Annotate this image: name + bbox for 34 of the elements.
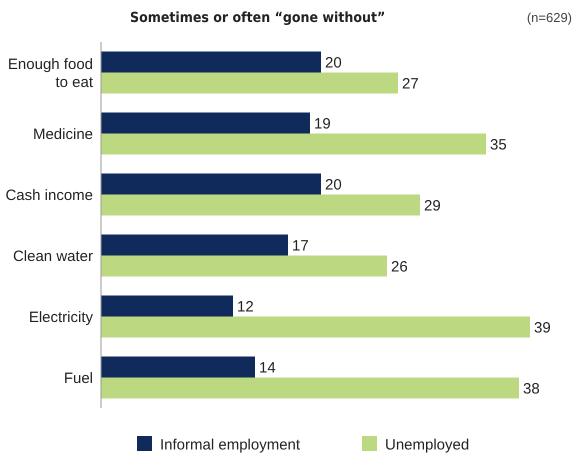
- data-label: 20: [325, 54, 342, 72]
- y-tick-label: Fuel: [64, 370, 93, 387]
- data-label: 14: [259, 359, 276, 376]
- data-label: 26: [391, 258, 408, 276]
- data-label: 19: [314, 115, 331, 132]
- bar: [101, 194, 420, 216]
- bar: [101, 356, 255, 378]
- bar: [101, 316, 530, 338]
- bar: [101, 112, 310, 134]
- y-tick-label: Medicine: [32, 126, 93, 143]
- data-label: 38: [523, 380, 540, 398]
- bar: [101, 234, 288, 256]
- bar: [101, 134, 486, 154]
- bar: [101, 72, 398, 94]
- bar: [101, 174, 321, 194]
- bar: [101, 378, 519, 398]
- bar: [101, 296, 233, 316]
- data-label: 27: [402, 75, 419, 92]
- data-label: 39: [534, 319, 551, 336]
- y-tick-label: Clean water: [12, 248, 93, 265]
- text: (n=629): [526, 10, 572, 25]
- data-label: 35: [490, 136, 507, 154]
- data-label: 20: [325, 176, 342, 194]
- data-label: 29: [424, 197, 441, 214]
- legend-label: Informal employment: [160, 436, 301, 454]
- y-tick-label: Enough food to eat: [8, 56, 94, 91]
- bar: [101, 52, 321, 72]
- data-label: 12: [237, 298, 254, 316]
- chart-title: Sometimes or often “gone without”: [130, 10, 386, 26]
- legend-label: Unemployed: [385, 436, 470, 454]
- y-tick-label: Electricity: [28, 308, 94, 326]
- bar: [101, 256, 387, 276]
- data-label: 17: [292, 237, 309, 254]
- y-tick-label: Cash income: [5, 186, 93, 204]
